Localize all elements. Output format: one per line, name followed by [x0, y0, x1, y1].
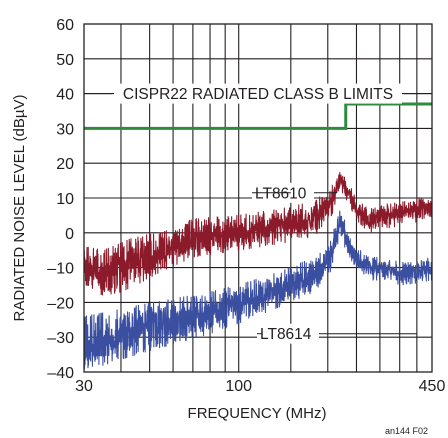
y-tick-label: 50: [56, 52, 74, 69]
x-tick-labels: 30 100 450: [75, 378, 445, 395]
annotation-lt8614: LT8614: [260, 326, 312, 343]
y-tick-label: –40: [47, 365, 74, 382]
y-tick-label: 10: [56, 191, 74, 208]
plot-frame: [83, 23, 433, 373]
series-line-lt8614: [83, 210, 433, 369]
y-axis-title: RADIATED NOISE LEVEL (dBµV): [11, 94, 28, 321]
y-tick-labels: –40 –30 –20 –10 0 10 20 30 40 50 60: [47, 17, 74, 382]
y-tick-label: 0: [65, 226, 74, 243]
y-tick-label: 20: [56, 156, 74, 173]
y-tick-label: –10: [47, 261, 74, 278]
limit-label-background: [114, 83, 402, 104]
x-tick-label: 30: [75, 378, 93, 395]
x-axis-title: FREQUENCY (MHz): [188, 405, 327, 422]
series-line-lt8610: [83, 172, 433, 296]
annotation-background: [257, 323, 319, 344]
annotation-lt8610: LT8610: [255, 185, 307, 202]
x-tick-label: 450: [419, 378, 446, 395]
y-tick-label: –30: [47, 330, 74, 347]
limit-line-group: CISPR22 RADIATED CLASS B LIMITS: [84, 83, 432, 130]
y-tick-label: –20: [47, 295, 74, 312]
y-tick-label: 60: [56, 17, 74, 34]
cispr22-limit-line: [84, 102, 432, 130]
annotations: LT8610 LT8614: [252, 182, 417, 344]
y-tick-label: 30: [56, 121, 74, 138]
limit-label: CISPR22 RADIATED CLASS B LIMITS: [123, 86, 393, 103]
traces: [83, 172, 433, 369]
y-tick-label: 40: [56, 87, 74, 104]
figure-id: an144 F02: [385, 426, 428, 436]
x-tick-label: 100: [225, 378, 252, 395]
